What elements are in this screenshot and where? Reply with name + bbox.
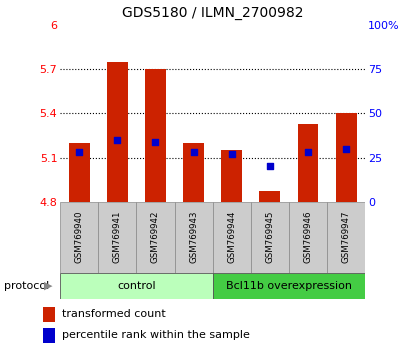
Bar [137,202,175,273]
Bar [145,69,166,202]
Title: GDS5180 / ILMN_2700982: GDS5180 / ILMN_2700982 [122,6,303,19]
Text: control: control [117,281,156,291]
Bar [212,273,365,299]
Bar [98,202,137,273]
Text: GSM769941: GSM769941 [113,211,122,263]
Bar [251,202,289,273]
Point [76,149,83,155]
Text: GSM769944: GSM769944 [227,211,236,263]
Bar [212,202,251,273]
Bar [60,202,98,273]
Text: GSM769942: GSM769942 [151,211,160,263]
Point [228,151,235,157]
Bar [60,273,212,299]
Text: GSM769946: GSM769946 [303,211,312,263]
Bar [43,307,55,322]
Text: GSM769945: GSM769945 [265,211,274,263]
Bar [183,143,204,202]
Bar [259,192,281,202]
Point [114,137,121,143]
Point [343,146,349,152]
Point [152,139,159,144]
Bar [289,202,327,273]
Bar [69,143,90,202]
Text: percentile rank within the sample: percentile rank within the sample [62,330,250,341]
Text: GSM769943: GSM769943 [189,211,198,263]
Bar [175,202,213,273]
Point [266,164,273,169]
Point [305,149,311,155]
Bar [107,62,128,202]
Bar [43,328,55,343]
Bar [327,202,365,273]
Bar [298,124,318,202]
Text: GSM769947: GSM769947 [342,211,351,263]
Bar [221,150,242,202]
Text: protocol: protocol [4,281,49,291]
Text: Bcl11b overexpression: Bcl11b overexpression [226,281,352,291]
Point [190,149,197,155]
Bar [336,113,356,202]
Text: ▶: ▶ [44,281,52,291]
Text: GSM769940: GSM769940 [75,211,84,263]
Text: transformed count: transformed count [62,309,166,319]
